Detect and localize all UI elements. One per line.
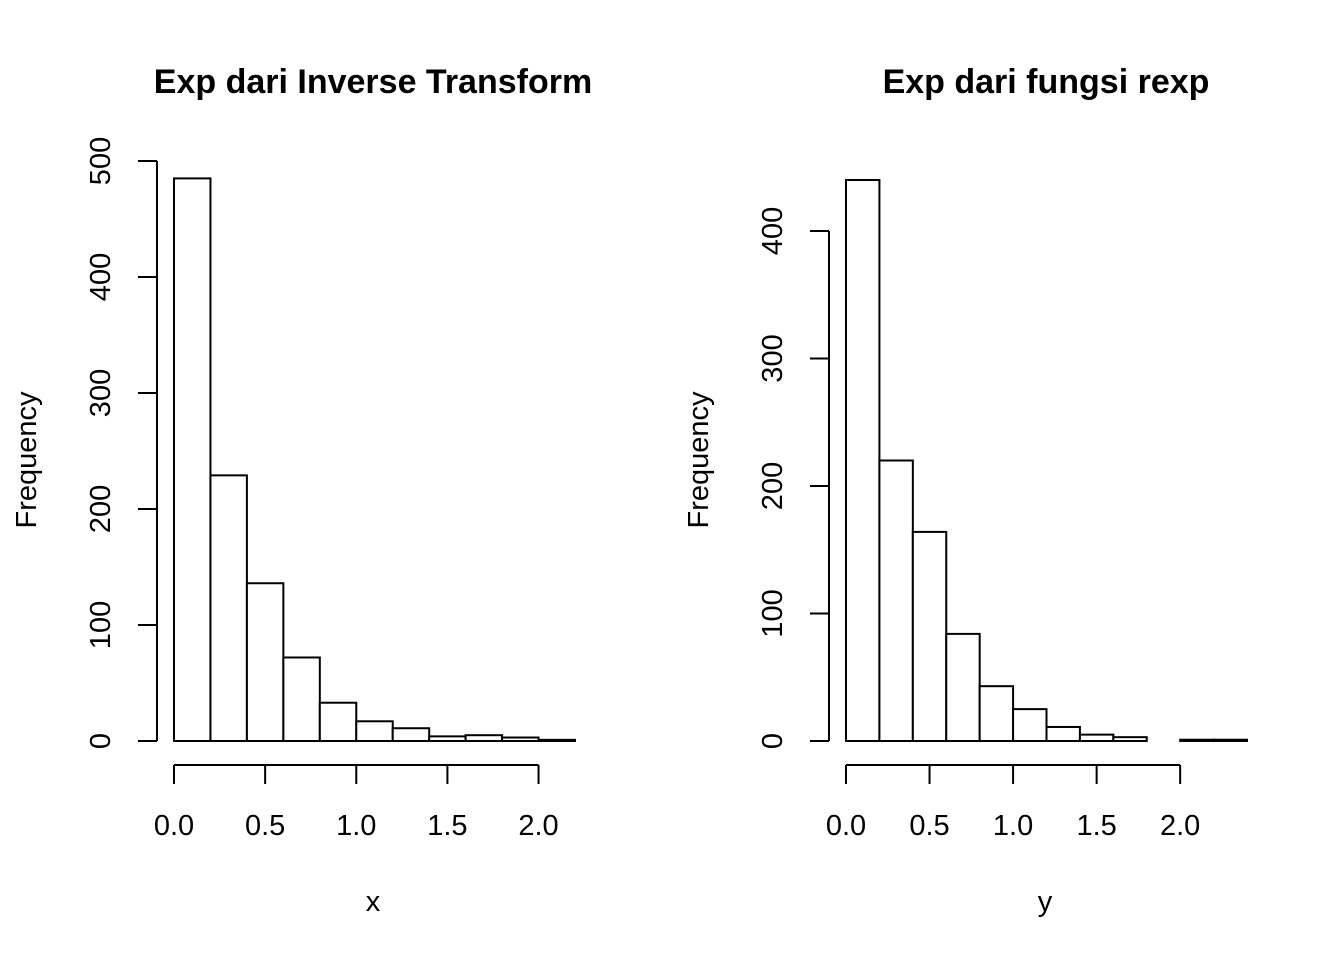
x-tick-label: 0.5 <box>245 810 285 842</box>
histogram-bar <box>173 177 212 742</box>
histogram-bar <box>845 179 881 742</box>
histogram-bar <box>282 656 321 742</box>
y-tick-label: 300 <box>757 334 789 382</box>
x-tick-label: 2.0 <box>1160 810 1200 842</box>
bars-left <box>173 177 577 743</box>
histogram-bar <box>1212 738 1249 742</box>
x-axis-label-right: y <box>1038 886 1053 918</box>
y-tick-label: 0 <box>85 733 117 749</box>
y-tick-label: 300 <box>85 369 117 417</box>
x-tick-label: 0.5 <box>909 810 949 842</box>
y-axis-left: 0 100 200 300 400 500 <box>85 137 158 749</box>
histogram-bar <box>1012 708 1048 742</box>
histogram-bar <box>318 701 358 742</box>
y-axis-right: 0 100 200 300 400 <box>757 207 830 749</box>
histogram-bar <box>537 738 577 743</box>
histogram-bar <box>245 582 285 742</box>
histogram-bar <box>501 736 540 743</box>
histogram-bar <box>878 459 914 742</box>
y-tick-label: 200 <box>85 485 117 533</box>
histogram-bar <box>428 735 467 742</box>
histogram-bar <box>209 474 248 742</box>
histogram-bar <box>1078 733 1115 742</box>
histogram-bar <box>1179 738 1215 742</box>
y-tick-label: 100 <box>757 589 789 637</box>
x-axis-right: 0.0 0.5 1.0 1.5 2.0 <box>826 764 1200 842</box>
panel-right: Exp dari fungsi rexp y Frequency 0.0 0.5 1… <box>683 63 1249 918</box>
x-tick-label: 2.0 <box>518 810 558 842</box>
histogram-bar <box>978 685 1015 742</box>
x-tick-label: 1.5 <box>427 810 467 842</box>
y-tick-label: 200 <box>757 462 789 510</box>
histogram-bar <box>464 734 504 743</box>
x-tick-label: 1.5 <box>1076 810 1116 842</box>
y-axis-label-right: Frequency <box>683 391 715 529</box>
y-tick-label: 0 <box>757 733 789 749</box>
x-tick-label: 0.0 <box>826 810 866 842</box>
x-axis-label-left: x <box>366 886 381 918</box>
x-tick-label: 0.0 <box>154 810 194 842</box>
histogram-bar <box>945 632 981 743</box>
y-tick-label: 400 <box>85 253 117 301</box>
panel-left: Exp dari Inverse Transform x Frequency 0… <box>11 63 592 918</box>
x-tick-label: 1.0 <box>336 810 376 842</box>
histogram-bar <box>1045 725 1081 742</box>
x-axis-left: 0.0 0.5 1.0 1.5 2.0 <box>154 764 559 842</box>
y-axis-label-left: Frequency <box>11 391 43 529</box>
y-tick-label: 400 <box>757 207 789 255</box>
histogram-bar <box>355 720 394 743</box>
x-tick-label: 1.0 <box>993 810 1033 842</box>
y-tick-label: 100 <box>85 601 117 649</box>
chart-title-left: Exp dari Inverse Transform <box>154 63 592 101</box>
y-tick-label: 500 <box>85 137 117 185</box>
histogram-bar <box>911 530 948 743</box>
histogram-bar <box>1112 736 1148 742</box>
chart-title-right: Exp dari fungsi rexp <box>883 63 1210 101</box>
histogram-bar <box>391 727 431 742</box>
bars-right <box>845 179 1249 743</box>
